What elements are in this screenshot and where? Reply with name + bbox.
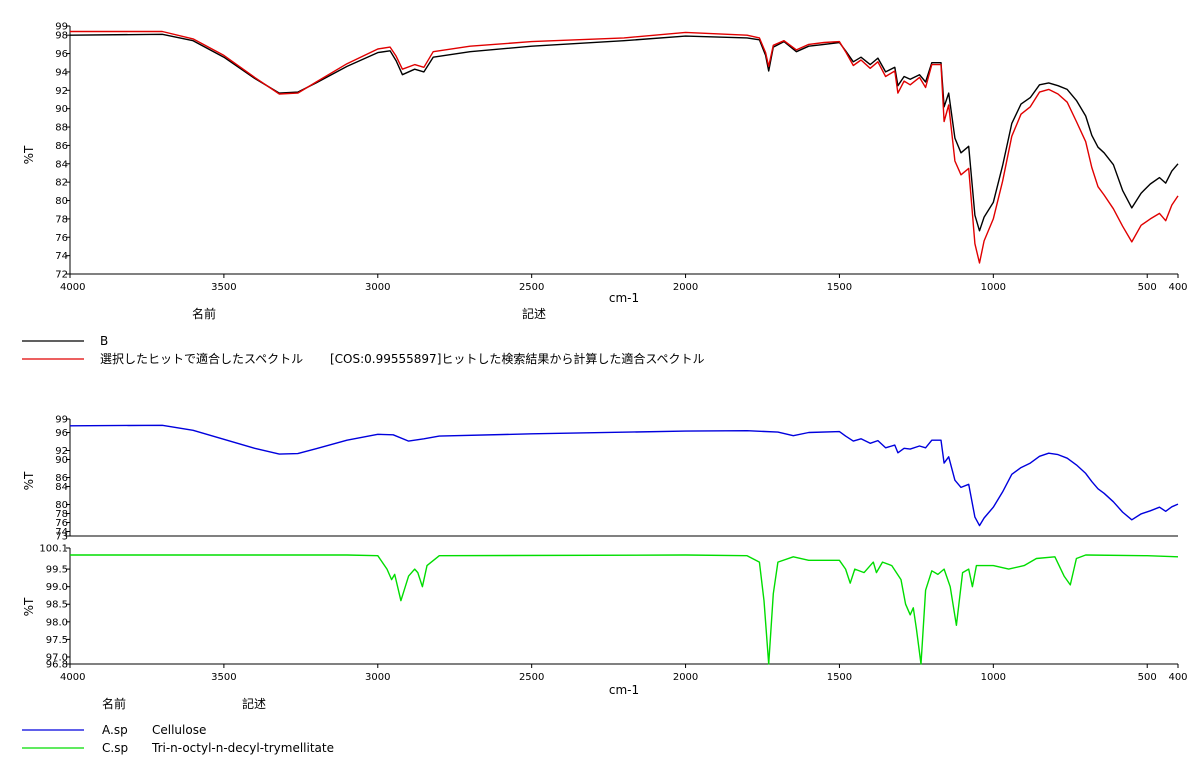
x-axis-label: cm-1 (609, 291, 639, 305)
legend-series-name: 選択したヒットで適合したスペクトル (100, 351, 303, 366)
x-tick-label: 3000 (365, 672, 390, 683)
y-tick-label: 98.0 (46, 617, 68, 628)
x-tick-label: 2000 (673, 282, 698, 293)
y-tick-label: 74 (55, 251, 68, 262)
legend-header-name: 名前 (102, 696, 126, 711)
y-tick-label: 84 (55, 482, 68, 493)
y-tick-label: 82 (55, 178, 68, 189)
y-tick-label: 92 (55, 86, 68, 97)
y-tick-label: 98 (55, 31, 68, 42)
y-tick-label: 98.5 (46, 600, 68, 611)
series-line-b (69, 33, 1179, 232)
y-tick-label: 92 (55, 446, 68, 457)
y-tick-label: 73 (55, 532, 68, 543)
y-tick-label: 99.0 (46, 582, 68, 593)
x-axis-label: cm-1 (609, 683, 639, 697)
x-tick-label: 400 (1168, 672, 1187, 683)
x-tick-label: 3000 (365, 282, 390, 293)
y-tick-label: 96.8 (46, 660, 68, 671)
y-tick-label: 97.5 (46, 635, 68, 646)
legend-header-name: 名前 (192, 306, 216, 321)
series-line-c-sp (70, 554, 1179, 665)
legend-series-desc: Cellulose (152, 723, 206, 737)
x-tick-label: 3500 (211, 672, 236, 683)
legend-series-desc: [COS:0.99555897]ヒットした検索結果から計算した適合スペクトル (330, 351, 705, 366)
legend-header-desc: 記述 (522, 306, 546, 321)
y-tick-label: 90 (55, 104, 68, 115)
series-line- (70, 30, 1179, 264)
x-tick-label: 1000 (981, 672, 1006, 683)
y-tick-label: 78 (55, 509, 68, 520)
x-tick-label: 500 (1138, 282, 1157, 293)
legend-series-name: B (100, 334, 108, 348)
y-tick-label: 76 (55, 518, 68, 529)
y-tick-label: 74 (55, 527, 68, 538)
y-tick-label: 72 (55, 270, 68, 281)
x-tick-label: 4000 (60, 672, 85, 683)
y-axis-label: %T (22, 471, 36, 490)
y-tick-label: 80 (55, 500, 68, 511)
x-tick-label: 1500 (827, 282, 852, 293)
legend-series-name: C.sp (102, 741, 128, 755)
y-tick-label: 86 (55, 141, 68, 152)
y-tick-label: 94 (55, 67, 68, 78)
y-tick-label: 90 (55, 455, 68, 466)
x-tick-label: 1000 (981, 282, 1006, 293)
y-tick-label: 99.5 (46, 565, 68, 576)
y-tick-label: 78 (55, 214, 68, 225)
x-tick-label: 500 (1138, 672, 1157, 683)
x-tick-label: 4000 (60, 282, 85, 293)
legend-series-desc: Tri-n-octyl-n-decyl-trymellitate (151, 741, 334, 755)
y-tick-label: 76 (55, 233, 68, 244)
y-tick-label: 96 (55, 428, 68, 439)
x-tick-label: 1500 (827, 672, 852, 683)
x-tick-label: 400 (1168, 282, 1187, 293)
y-tick-label: 100.1 (39, 544, 68, 555)
series-line-a-sp (69, 424, 1179, 527)
x-tick-label: 3500 (211, 282, 236, 293)
x-tick-label: 2500 (519, 672, 544, 683)
x-tick-label: 2500 (519, 282, 544, 293)
y-tick-label: 99 (55, 22, 68, 33)
x-tick-label: 2000 (673, 672, 698, 683)
legend-header-desc: 記述 (242, 696, 266, 711)
y-axis-label: %T (22, 597, 36, 616)
y-tick-label: 88 (55, 123, 68, 134)
y-tick-label: 99 (55, 415, 68, 426)
y-axis-label: %T (22, 145, 36, 164)
y-tick-label: 96 (55, 49, 68, 60)
y-tick-label: 80 (55, 196, 68, 207)
y-tick-label: 84 (55, 159, 68, 170)
legend-series-name: A.sp (102, 723, 128, 737)
y-tick-label: 86 (55, 473, 68, 484)
y-tick-label: 97.0 (46, 652, 68, 663)
